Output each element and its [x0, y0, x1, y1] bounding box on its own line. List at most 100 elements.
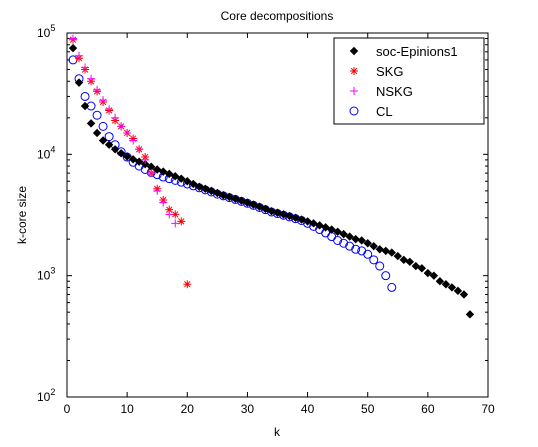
data-point — [153, 165, 162, 174]
data-point — [201, 184, 210, 193]
x-tick-label: 10 — [120, 402, 134, 416]
data-point — [315, 221, 324, 230]
data-point — [104, 140, 114, 149]
data-point — [104, 132, 114, 142]
axis-ticks: 0 10 20 30 40 50 60 70 102 103 104 105 — [37, 23, 495, 416]
data-point — [171, 210, 180, 219]
series-SKG — [69, 35, 192, 289]
y-axis-label: k-core size — [15, 186, 29, 244]
x-tick-label: 30 — [241, 402, 255, 416]
data-point — [141, 155, 150, 164]
data-point — [74, 78, 84, 87]
data-point — [327, 225, 336, 234]
data-point — [159, 198, 168, 207]
legend-label: SKG — [376, 64, 403, 79]
data-point — [339, 229, 348, 239]
data-point — [297, 215, 306, 224]
data-point — [351, 244, 361, 254]
x-tick-label: 60 — [421, 402, 435, 416]
data-point — [453, 286, 463, 296]
data-point — [128, 155, 138, 164]
data-point — [117, 122, 126, 131]
legend-marker — [350, 67, 358, 75]
data-point — [92, 110, 102, 120]
data-point — [69, 34, 78, 43]
data-point — [99, 96, 108, 105]
legend-marker — [349, 106, 359, 116]
data-point — [375, 261, 385, 271]
y-tick-label: 102 — [37, 387, 55, 404]
data-point — [291, 213, 300, 222]
data-marks — [68, 34, 475, 319]
data-point — [381, 246, 390, 256]
data-point — [159, 167, 168, 176]
x-tick-label: 70 — [481, 402, 495, 416]
data-point — [369, 255, 379, 265]
x-tick-label: 0 — [64, 402, 71, 416]
data-point — [75, 51, 84, 60]
data-point — [147, 169, 156, 178]
data-point — [357, 236, 366, 245]
x-tick-label: 50 — [361, 402, 375, 416]
data-point — [381, 271, 391, 281]
data-point — [129, 136, 138, 145]
data-point — [116, 149, 126, 158]
data-point — [447, 283, 457, 292]
data-point — [411, 261, 421, 271]
data-point — [122, 152, 132, 161]
data-point — [80, 91, 90, 101]
data-point — [225, 192, 234, 202]
x-axis-label: k — [274, 425, 281, 439]
data-point — [171, 219, 180, 228]
data-point — [140, 159, 150, 169]
data-point — [387, 248, 396, 257]
data-point — [303, 217, 312, 226]
chart-title: Core decompositions — [221, 9, 334, 23]
data-point — [237, 196, 246, 205]
x-tick-label: 40 — [301, 402, 315, 416]
legend-label: soc-Epinions1 — [376, 44, 458, 59]
legend-label: CL — [376, 104, 393, 119]
data-point — [363, 239, 372, 248]
data-point — [177, 217, 186, 226]
data-point — [351, 234, 360, 244]
data-point — [165, 210, 174, 219]
legend-marker — [349, 46, 359, 56]
data-point — [195, 182, 204, 192]
series-NSKG — [69, 34, 180, 228]
data-point — [165, 205, 174, 214]
data-point — [153, 186, 162, 195]
data-point — [399, 255, 409, 265]
data-point — [405, 257, 415, 267]
data-point — [68, 43, 78, 53]
series-soc-Epinions1 — [68, 43, 475, 319]
data-point — [255, 202, 264, 211]
data-point — [465, 310, 475, 319]
legend: soc-Epinions1 SKG NSKG CL — [333, 37, 485, 125]
data-point — [333, 235, 343, 245]
data-point — [369, 241, 378, 251]
data-point — [393, 251, 402, 261]
data-point — [98, 136, 108, 145]
data-point — [273, 208, 282, 217]
data-point — [123, 128, 132, 137]
data-point — [219, 191, 228, 200]
data-point — [345, 232, 354, 241]
data-point — [285, 211, 294, 221]
legend-box — [333, 37, 485, 125]
plot-frame — [66, 32, 489, 398]
data-point — [105, 105, 114, 114]
data-point — [213, 188, 222, 198]
data-point — [309, 219, 318, 228]
data-point — [80, 101, 90, 111]
data-point — [261, 204, 270, 214]
y-tick-label: 104 — [37, 144, 55, 161]
data-point — [189, 179, 198, 189]
data-point — [177, 174, 186, 183]
data-point — [321, 223, 330, 232]
data-point — [92, 128, 102, 138]
data-point — [339, 238, 349, 248]
data-point — [134, 157, 144, 166]
data-point — [267, 206, 276, 216]
